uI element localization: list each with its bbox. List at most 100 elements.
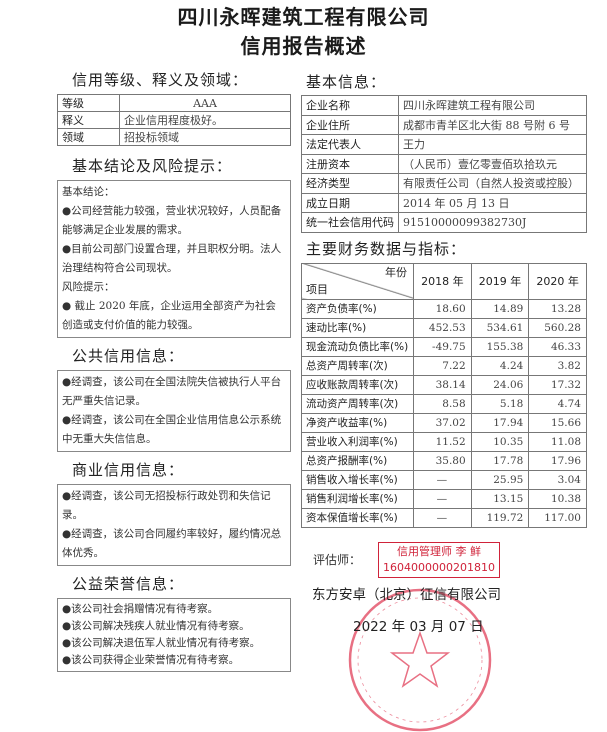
conclusion-heading: 基本结论及风险提示：	[72, 157, 233, 175]
basic-info-row: 注册资本 （人民币）壹亿零壹佰玖拾玖元	[301, 153, 587, 174]
finance-value: 18.60	[413, 298, 472, 319]
finance-row: 资本保值增长率(%) —119.72 117.00	[301, 507, 587, 528]
credit-key: 释义	[57, 111, 120, 129]
basic-info-row: 统一社会信用代码 91510000099382730J	[301, 212, 587, 233]
finance-item: 总资产周转率(次)	[301, 355, 414, 376]
conclusion-line: ●公司经营能力较强，营业状况较好，人员配备能够满足企业发展的需求。	[62, 205, 282, 236]
conclusion-box: 基本结论： ●公司经营能力较强，营业状况较好，人员配备能够满足企业发展的需求。 ●目…	[57, 180, 291, 338]
finance-value: 3.82	[528, 355, 587, 376]
finance-row: 应收账款周转率(次) 38.14 24.06 17.32	[301, 374, 587, 395]
basic-info-key: 法定代表人	[301, 134, 399, 155]
basic-info-key: 成立日期	[301, 192, 399, 213]
basic-info-row: 法定代表人 王力	[301, 134, 587, 155]
left-column: 信用等级、释义及领域： 等级 AAA 释义 企业信用程度极好。 领域 招投标领域 基本结论…	[57, 70, 291, 672]
finance-value: 452.53	[413, 317, 472, 338]
credit-row: 等级 AAA	[57, 94, 291, 112]
finance-value: 560.28	[528, 317, 587, 338]
finance-header-row: 年份 项目 2018 年 2019 年 2020 年	[301, 262, 587, 300]
basic-info-heading: 基本信息：	[306, 73, 387, 91]
business-credit-heading: 商业信用信息：	[72, 461, 185, 479]
finance-value: 534.61	[470, 317, 530, 338]
credit-table: 等级 AAA 释义 企业信用程度极好。 领域 招投标领域	[57, 94, 291, 146]
public-line: ●经调查，该公司在全国法院失信被执行人平台无严重失信记录。	[62, 376, 282, 407]
finance-row: 流动资产周转率(次) 8.58 5.18 4.74	[301, 393, 587, 414]
basic-info-value: 有限责任公司（自然人投资或控股）	[398, 173, 587, 194]
finance-row: 净资产收益率(%) 37.02 17.94 15.66	[301, 412, 587, 433]
basic-info-value: 2014 年 05 月 13 日	[398, 192, 587, 213]
stamp-line1: 信用管理师 李 鲜	[396, 545, 481, 558]
finance-value: 37.02	[413, 412, 472, 433]
finance-value: —	[413, 507, 472, 528]
finance-row: 速动比率(%) 452.53 534.61 560.28	[301, 317, 587, 338]
honor-line: ●该公司解决退伍军人就业情况有待考察。	[62, 637, 261, 649]
evaluator-stamp: 信用管理师 李 鲜 1604000000201810	[378, 542, 500, 578]
finance-row: 现金流动负债比率(%) -49.75 155.38 46.33	[301, 336, 587, 357]
finance-value: —	[413, 488, 472, 509]
basic-info-value: 王力	[398, 134, 587, 155]
finance-corner: 年份项目	[301, 262, 414, 300]
report-subtitle: 信用报告概述	[240, 34, 367, 58]
credit-value: 企业信用程度极好。	[119, 111, 291, 129]
finance-row: 总资产周转率(次) 7.22 4.24 3.82	[301, 355, 587, 376]
finance-value: 4.24	[470, 355, 530, 376]
finance-item: 销售利润增长率(%)	[301, 488, 414, 509]
finance-value: 17.32	[528, 374, 587, 395]
corner-item-label: 项目	[306, 282, 328, 296]
credit-key: 等级	[57, 94, 120, 112]
finance-row: 总资产报酬率(%) 35.80 17.78 17.96	[301, 450, 587, 471]
basic-info-row: 成立日期 2014 年 05 月 13 日	[301, 192, 587, 213]
report-company-title: 四川永晖建筑工程有限公司	[177, 5, 430, 29]
finance-item: 流动资产周转率(次)	[301, 393, 414, 414]
year-header: 2018 年	[413, 262, 472, 300]
basic-info-key: 经济类型	[301, 173, 399, 194]
credit-value: 招投标领域	[119, 128, 291, 146]
basic-info-row: 企业名称 四川永晖建筑工程有限公司	[301, 95, 587, 116]
finance-value: 17.78	[470, 450, 530, 471]
honor-heading: 公益荣誉信息：	[72, 575, 185, 593]
finance-table: 年份 项目 2018 年 2019 年 2020 年资产负债率(%) 18.60 14.89…	[301, 262, 587, 528]
credit-row: 领域 招投标领域	[57, 128, 291, 146]
public-credit-heading: 公共信用信息：	[72, 347, 185, 365]
credit-key: 领域	[57, 128, 120, 146]
corner-year-label: 年份	[385, 265, 407, 279]
basic-info-key: 企业住所	[301, 114, 399, 135]
finance-heading: 主要财务数据与指标：	[306, 239, 467, 258]
conclusion-line: 基本结论：	[62, 186, 115, 198]
honor-box: ●该公司社会捐赠情况有待考察。 ●该公司解决残疾人就业情况有待考察。 ●该公司解决退…	[57, 598, 291, 672]
finance-row: 销售利润增长率(%) —13.15 10.38	[301, 488, 587, 509]
finance-value: 15.66	[528, 412, 587, 433]
company-seal	[348, 588, 492, 732]
finance-value: —	[413, 469, 472, 490]
basic-info-value: 四川永晖建筑工程有限公司	[398, 95, 587, 116]
finance-item: 资产负债率(%)	[301, 298, 414, 319]
finance-value: 38.14	[413, 374, 472, 395]
finance-value: 35.80	[413, 450, 472, 471]
finance-item: 现金流动负债比率(%)	[301, 336, 414, 357]
finance-item: 净资产收益率(%)	[301, 412, 414, 433]
honor-line: ●该公司社会捐赠情况有待考察。	[62, 603, 219, 615]
seal-star-icon	[389, 630, 451, 688]
finance-item: 应收账款周转率(次)	[301, 374, 414, 395]
finance-value: 5.18	[470, 393, 530, 414]
finance-value: 155.38	[470, 336, 530, 357]
finance-item: 营业收入利润率(%)	[301, 431, 414, 452]
finance-value: 117.00	[528, 507, 587, 528]
credit-heading: 信用等级、释义及领域：	[72, 71, 249, 89]
finance-value: 17.96	[528, 450, 587, 471]
basic-info-row: 经济类型 有限责任公司（自然人投资或控股）	[301, 173, 587, 194]
basic-info-key: 注册资本	[301, 153, 399, 174]
conclusion-line: ●目前公司部门设置合理，并且职权分明。法人治理结构符合公司现状。	[62, 243, 282, 274]
credit-value: AAA	[119, 94, 291, 112]
finance-item: 销售收入增长率(%)	[301, 469, 414, 490]
finance-value: 13.15	[470, 488, 530, 509]
stamp-line2: 1604000000201810	[383, 561, 495, 574]
finance-value: 14.89	[470, 298, 530, 319]
issuer-name: 东方安卓（北京）征信有限公司	[312, 587, 501, 603]
evaluator-label: 评估师：	[313, 553, 362, 567]
finance-value: 24.06	[470, 374, 530, 395]
finance-row: 销售收入增长率(%) —25.95 3.04	[301, 469, 587, 490]
conclusion-line: ● 截止 2020 年底，企业运用全部资产为社会创造或支付价值的能力较强。	[62, 300, 276, 331]
honor-line: ●该公司解决残疾人就业情况有待考察。	[62, 620, 250, 632]
finance-value: 7.22	[413, 355, 472, 376]
finance-value: 11.52	[413, 431, 472, 452]
